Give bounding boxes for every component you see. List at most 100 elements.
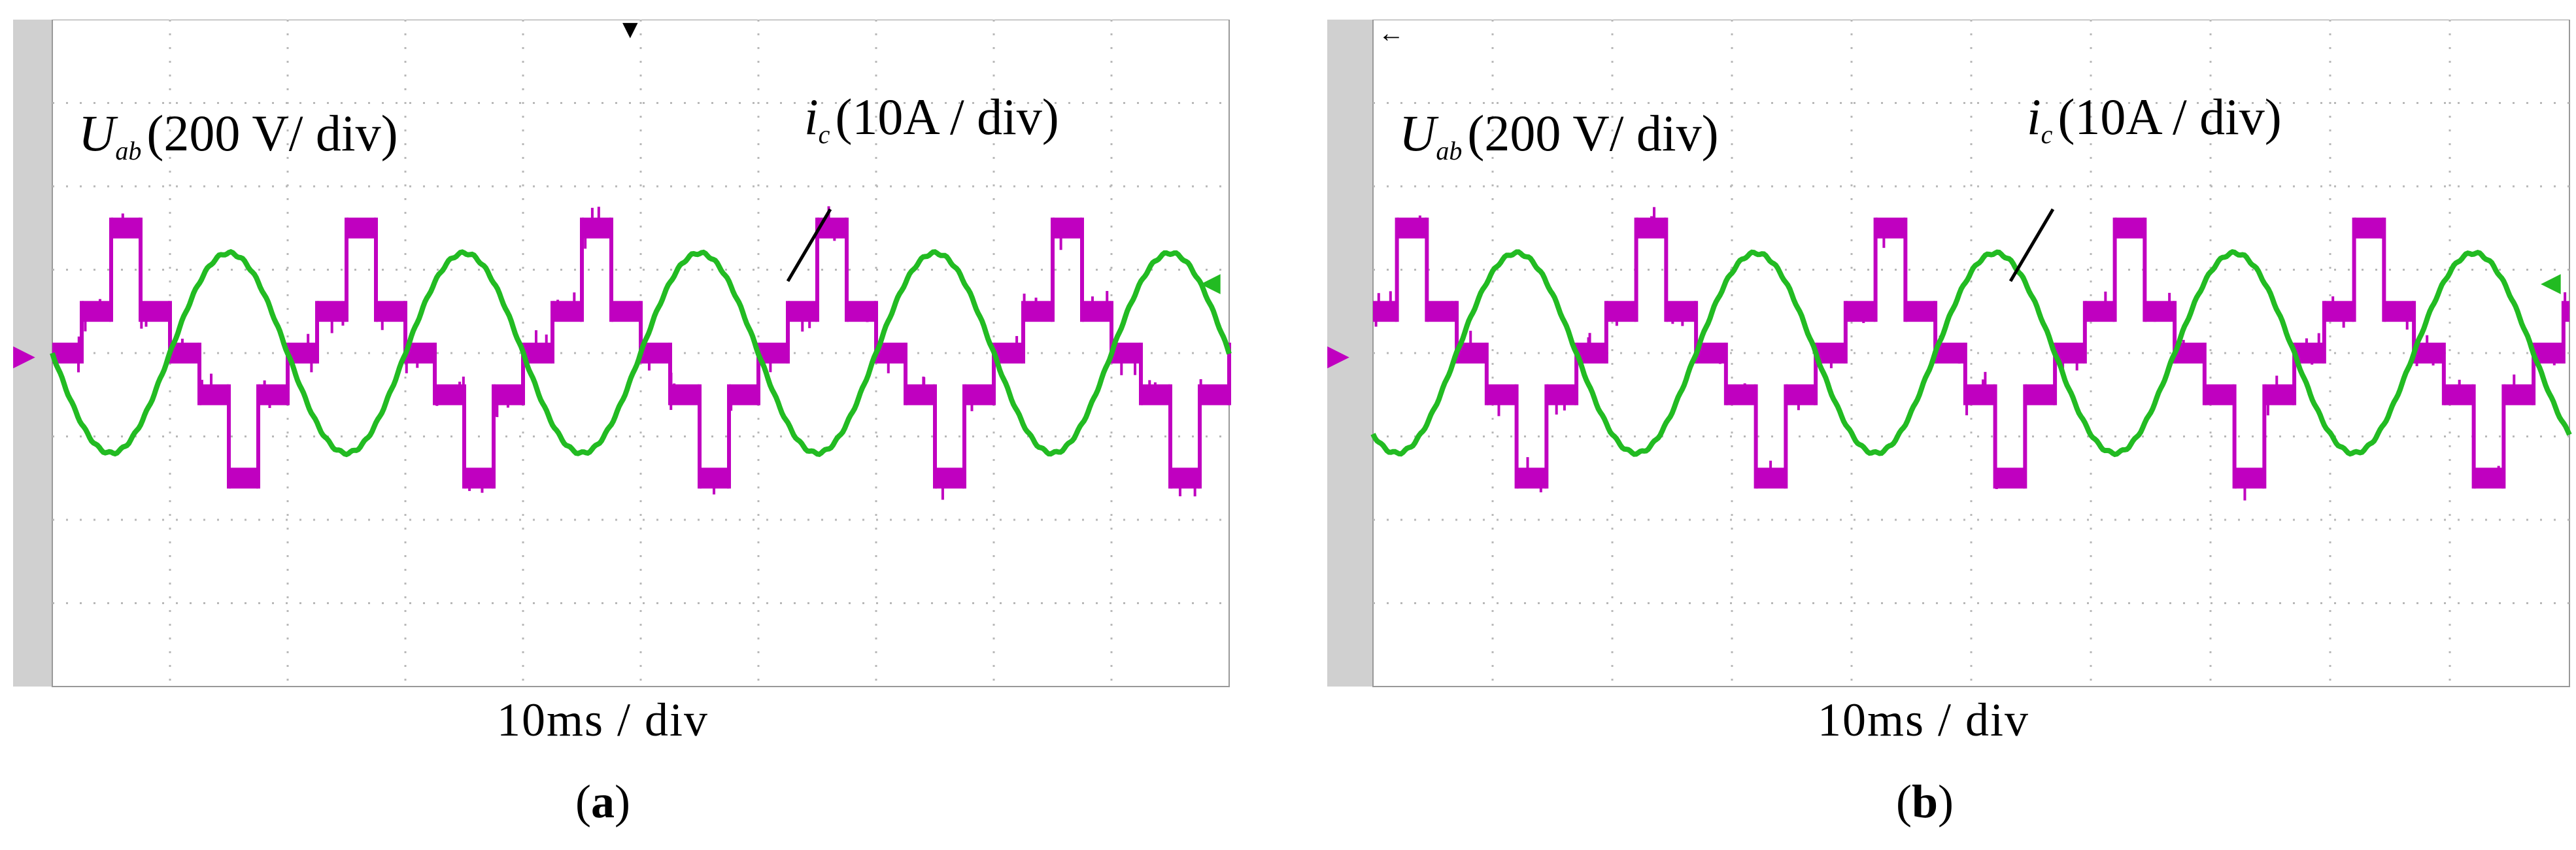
voltage-label-subscript: ab: [115, 136, 141, 165]
voltage-level-segment: [2204, 384, 2235, 405]
voltage-transition: [1664, 217, 1669, 322]
current-ref-marker-icon: ◀: [2541, 267, 2561, 297]
voltage-transition: [933, 384, 937, 489]
voltage-transition: [197, 343, 201, 405]
voltage-transition: [1933, 301, 1938, 364]
voltage-transition: [80, 301, 84, 364]
voltage-level-segment: [1965, 384, 1995, 405]
voltage-transition: [374, 217, 378, 322]
voltage-transition: [1484, 343, 1489, 405]
voltage-transition: [2412, 301, 2416, 364]
voltage-level-segment: [1845, 301, 1876, 322]
current-label-scale: (10A / div): [2058, 88, 2281, 145]
voltage-label-scale: (200 V/ div): [1467, 105, 1718, 162]
voltage-level-segment: [2324, 301, 2354, 322]
scope-grid: [52, 20, 1229, 687]
voltage-transition: [1455, 301, 1459, 364]
voltage-transition: [2173, 301, 2177, 364]
ground-marker-icon: ▶: [13, 339, 35, 371]
voltage-channel-label: Uab (200 V/ div): [78, 105, 398, 165]
voltage-transition: [1843, 301, 1848, 364]
voltage-transition: [403, 301, 407, 364]
voltage-transition: [1754, 384, 1758, 489]
voltage-transition: [786, 301, 790, 364]
voltage-label-symbol: U: [78, 105, 118, 162]
timebase-label-b: 10ms / div: [1818, 694, 2030, 746]
ground-marker-icon: ▶: [1327, 339, 1349, 371]
voltage-level-segment: [582, 217, 611, 239]
voltage-transition: [1168, 384, 1172, 489]
current-channel-label: ic (10A / div): [2027, 88, 2282, 149]
oscilloscope-screen-b: ▶ ◀ ← Uab (200 V/ div) ic (10A / div): [1327, 20, 2572, 687]
voltage-transition: [1963, 343, 1967, 405]
trigger-marker-icon: ▼: [617, 20, 643, 44]
voltage-level-segment: [199, 384, 229, 405]
voltage-transition: [1080, 217, 1084, 322]
voltage-transition: [2561, 301, 2566, 364]
voltage-transition: [1110, 301, 1113, 364]
voltage-label-scale: (200 V/ div): [146, 105, 398, 162]
voltage-transition: [2322, 301, 2326, 364]
voltage-transition: [1993, 384, 1997, 489]
panel-a: ▶ ◀ ▼ Uab (200 V/ div) ic (10A / div) 10ms / d…: [0, 0, 1281, 850]
voltage-transition: [874, 301, 878, 364]
voltage-transition: [315, 301, 319, 364]
voltage-transition: [609, 217, 613, 322]
voltage-transition: [2352, 217, 2356, 322]
current-ref-marker-icon: ◀: [1200, 267, 1221, 297]
voltage-transition: [1574, 343, 1579, 405]
voltage-level-segment: [2264, 384, 2295, 405]
voltage-transition: [580, 217, 584, 322]
voltage-level-segment: [229, 468, 258, 489]
voltage-transition: [727, 384, 731, 489]
voltage-transition: [521, 343, 525, 405]
voltage-transition: [1425, 217, 1429, 322]
voltage-transition: [109, 217, 113, 322]
scope-left-strip: [13, 20, 52, 687]
voltage-level-segment: [1200, 384, 1229, 405]
voltage-transition: [1051, 217, 1055, 322]
voltage-transition: [1814, 343, 1818, 405]
voltage-level-segment: [847, 301, 876, 322]
voltage-level-segment: [611, 301, 641, 322]
voltage-transition: [1903, 217, 1908, 322]
current-trace-i-c: [50, 248, 1232, 458]
voltage-transition: [2471, 384, 2476, 489]
voltage-trace-u-ab: [1373, 207, 2570, 501]
voltage-transition: [698, 384, 702, 489]
voltage-level-segment: [1053, 217, 1082, 239]
voltage-transition: [756, 343, 760, 405]
voltage-level-segment: [1995, 468, 2025, 489]
voltage-transition: [2023, 384, 2027, 489]
voltage-transition: [345, 217, 348, 322]
voltage-transition: [2262, 384, 2267, 489]
voltage-level-segment: [258, 384, 288, 405]
current-label-pointer: [2008, 208, 2055, 282]
current-label-symbol: i: [804, 88, 819, 145]
voltage-channel-label: Uab (200 V/ div): [1399, 105, 1719, 165]
current-label-subscript: c: [819, 120, 830, 149]
scope-left-strip: [1327, 20, 1373, 687]
voltage-label-subscript: ab: [1436, 136, 1462, 165]
voltage-transition: [2441, 343, 2446, 405]
voltage-level-segment: [1725, 384, 1756, 405]
voltage-transition: [551, 301, 554, 364]
current-label-symbol: i: [2027, 88, 2041, 145]
voltage-transition: [845, 217, 849, 322]
sublabel-b-letter: b: [1911, 775, 1939, 828]
voltage-transition: [1694, 301, 1699, 364]
voltage-trace-u-ab: [52, 206, 1231, 500]
voltage-transition: [815, 217, 819, 322]
panel-b: ▶ ◀ ← Uab (200 V/ div) ic (10A / div) 10ms / d…: [1314, 0, 2576, 850]
voltage-transition: [1784, 384, 1788, 489]
current-label-subscript: c: [2041, 120, 2053, 149]
voltage-level-segment: [82, 301, 111, 322]
scope-grid: [1373, 20, 2569, 687]
voltage-transition: [227, 384, 231, 489]
sublabel-b: (b): [1896, 775, 1954, 828]
trigger-marker-icon: ←: [1378, 20, 1404, 48]
voltage-transition: [462, 384, 466, 489]
voltage-transition: [1634, 217, 1638, 322]
voltage-transition: [2202, 343, 2207, 405]
voltage-transition: [433, 343, 437, 405]
